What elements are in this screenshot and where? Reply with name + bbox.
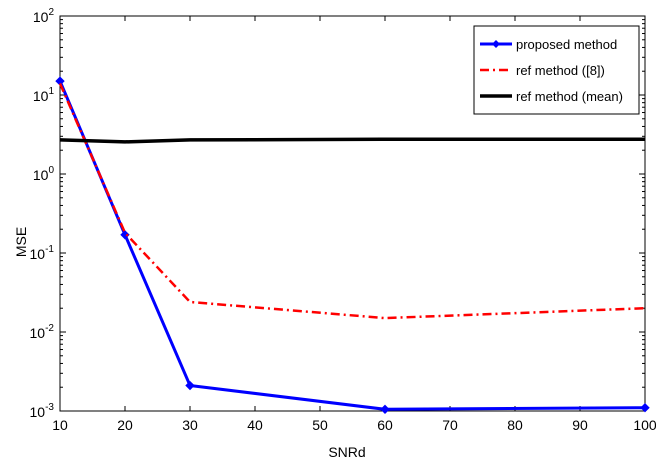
data-point-marker — [185, 380, 195, 391]
y-tick-base: 10 — [30, 404, 46, 420]
series-line-1 — [58, 83, 646, 320]
y-tick-base: 10 — [33, 88, 49, 104]
y-tick-label: 101 — [33, 86, 55, 104]
y-tick-base: 10 — [33, 9, 49, 25]
legend: proposed method ref method ([8]) ref metho… — [473, 25, 640, 115]
legend-label-2: ref method (mean) — [516, 89, 623, 104]
y-tick-label: 100 — [33, 165, 55, 183]
y-tick-exponent: -3 — [45, 402, 54, 413]
x-tick-label: 50 — [312, 417, 328, 433]
data-point-marker — [120, 230, 130, 240]
x-tick-label: 100 — [633, 417, 656, 433]
legend-label-0: proposed method — [516, 37, 617, 52]
data-point-marker — [640, 403, 650, 413]
x-tick-label: 40 — [247, 417, 263, 433]
y-tick-exponent: 1 — [48, 86, 54, 97]
x-tick-label: 70 — [442, 417, 458, 433]
y-tick-label: 10-2 — [30, 323, 55, 341]
x-tick-label: 90 — [572, 417, 588, 433]
x-tick-label: 30 — [182, 417, 198, 433]
y-tick-label: 102 — [33, 7, 55, 25]
y-tick-exponent: 0 — [48, 165, 54, 176]
y-tick-base: 10 — [30, 246, 46, 262]
y-tick-exponent: -2 — [45, 323, 54, 334]
y-tick-label: 10-1 — [30, 244, 55, 262]
series-line-2 — [59, 137, 645, 144]
legend-marker — [492, 40, 500, 48]
x-tick-label: 60 — [377, 417, 393, 433]
legend-label-1: ref method ([8]) — [516, 63, 605, 78]
y-tick-label: 10-3 — [30, 402, 55, 420]
y-tick-exponent: 2 — [48, 7, 54, 18]
x-tick-label: 10 — [52, 417, 68, 433]
y-tick-base: 10 — [30, 325, 46, 341]
y-tick-base: 10 — [33, 167, 49, 183]
x-tick-label: 80 — [507, 417, 523, 433]
x-axis-label: SNRd — [328, 444, 365, 460]
data-point-marker — [380, 404, 390, 415]
x-tick-label: 20 — [117, 417, 133, 433]
series-layer — [55, 76, 650, 415]
axes-frame — [59, 15, 646, 412]
y-axis-label: MSE — [13, 227, 29, 257]
axes-box — [59, 15, 646, 412]
y-tick-exponent: -1 — [45, 244, 54, 255]
